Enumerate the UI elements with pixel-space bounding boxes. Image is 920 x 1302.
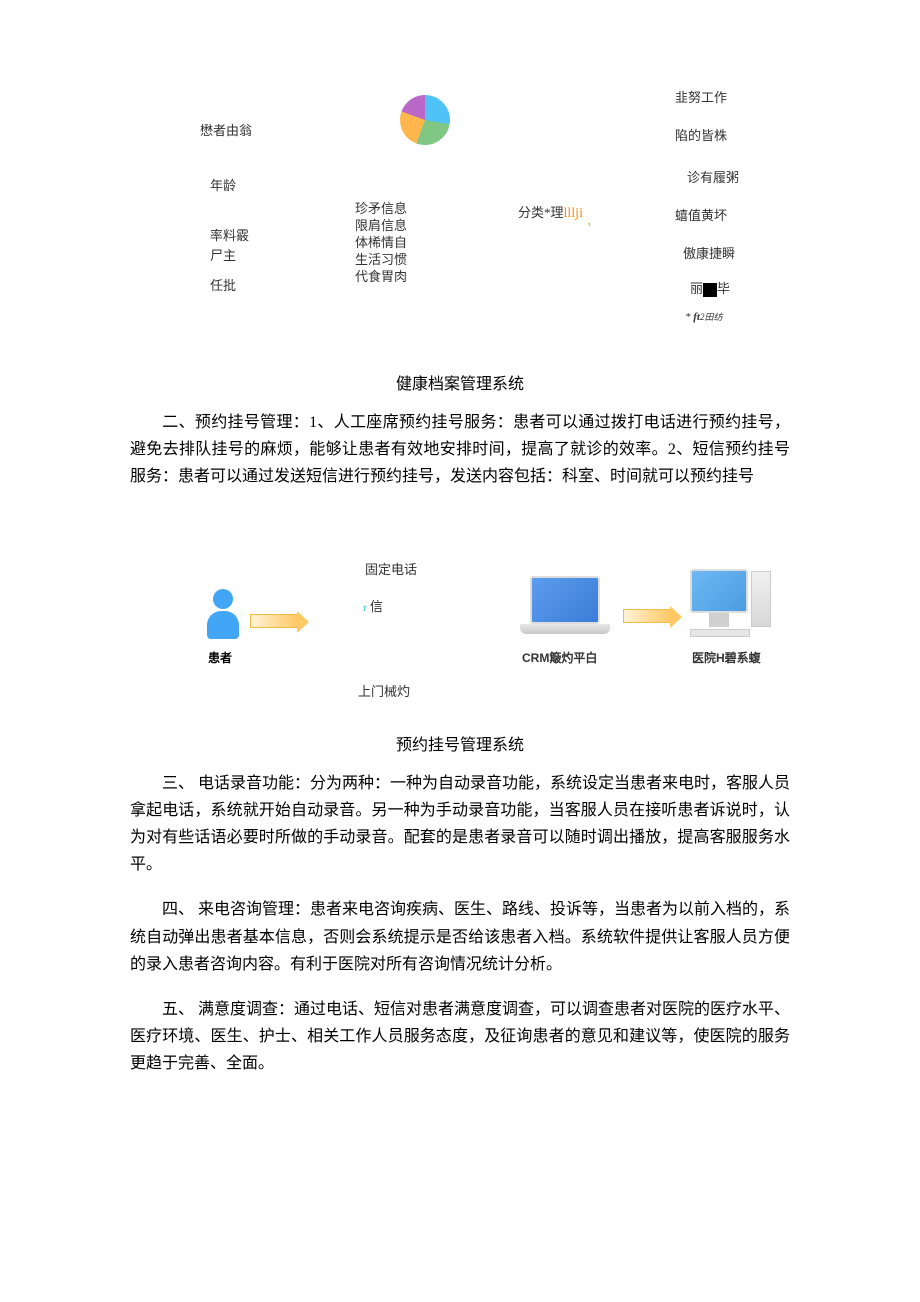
- paragraph-3: 三、 电话录音功能：分为两种：一种为自动录音功能，系统设定当患者来电时，客服人员…: [130, 770, 790, 879]
- diag-right-5: 傲康捷瞬: [683, 243, 735, 262]
- top-diagram-caption: 健康档案管理系统: [130, 370, 790, 394]
- flow-label-hospital: 医院H碧系蝮: [692, 649, 761, 666]
- diag-right-4: 蟢值黄坏: [675, 205, 727, 224]
- flow-label-patient: 患者: [208, 649, 232, 666]
- diag-right-2: 陷的皆株: [675, 125, 727, 144]
- patient-icon: [205, 589, 241, 639]
- flow-diagram-caption: 预约挂号管理系统: [130, 731, 790, 755]
- diag-left-5: 任批: [210, 275, 236, 294]
- diag-left-2: 年龄: [210, 175, 236, 194]
- diag-mid-5: 代食胃肉: [355, 266, 407, 285]
- flow-label-visit: 上门械灼: [358, 681, 410, 700]
- diag-right-3: 诊有履粥: [687, 167, 739, 186]
- diag-right-6: 丽毕: [690, 278, 730, 297]
- diag-right-1: 韭努工作: [675, 87, 727, 106]
- appointment-flow-diagram: 固定电话 r 信 患者 CRM簸灼平白 医院H碧系蝮: [130, 521, 790, 721]
- crm-laptop-icon: [520, 576, 610, 641]
- diag-left-4: 尸主: [210, 245, 236, 264]
- diag-rightmid-2: ': [588, 221, 591, 237]
- flow-label-phone: 固定电话: [365, 559, 417, 578]
- diag-left-3: 率料霰: [210, 225, 249, 244]
- paragraph-4: 四、 来电咨询管理：患者来电咨询疾病、医生、路线、投诉等，当患者为以前入档的，系…: [130, 896, 790, 978]
- arrow-crm-to-hospital: [623, 609, 671, 623]
- arrow-patient-to-crm: [250, 614, 298, 628]
- flow-label-crm: CRM簸灼平白: [522, 649, 597, 666]
- flow-label-xin: r 信: [363, 596, 383, 615]
- hospital-desktop-icon: [690, 569, 771, 637]
- diag-right-7: * ft2田纺: [685, 310, 723, 323]
- pie-chart-icon: [400, 95, 450, 145]
- paragraph-5: 五、 满意度调查：通过电话、短信对患者满意度调查，可以调查患者对医院的医疗水平、…: [130, 996, 790, 1078]
- paragraph-2: 二、预约挂号管理：1、人工座席预约挂号服务：患者可以通过拨打电话进行预约挂号，避…: [130, 409, 790, 491]
- diag-left-1: 懋者由翁: [200, 120, 252, 139]
- diag-rightmid-1: 分类*理lllji: [518, 202, 583, 222]
- health-archive-diagram: 懋者由翁 年龄 率料霰 尸主 任批 珍矛信息 限肩信息 体桸情自 生活习惯 代食…: [130, 85, 790, 345]
